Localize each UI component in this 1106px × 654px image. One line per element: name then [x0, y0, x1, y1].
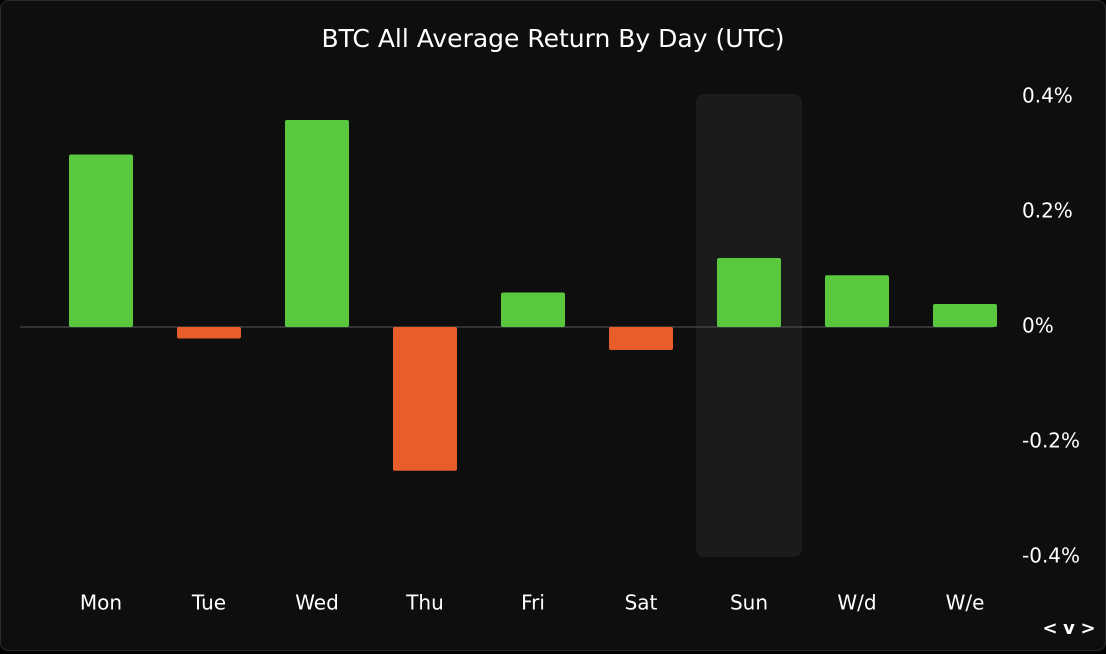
- bar: [69, 154, 133, 327]
- x-tick-label: Mon: [80, 591, 122, 615]
- nav-button[interactable]: >: [1080, 618, 1095, 639]
- x-tick-label: Wed: [295, 591, 339, 615]
- y-tick-label: 0.4%: [1022, 84, 1073, 108]
- nav-button[interactable]: v: [1063, 618, 1075, 639]
- x-tick-label: Sun: [730, 591, 768, 615]
- nav-button[interactable]: <: [1042, 618, 1057, 639]
- bar: [393, 327, 457, 471]
- bar: [933, 304, 997, 327]
- y-tick-label: -0.4%: [1022, 544, 1080, 568]
- bar: [609, 327, 673, 350]
- bar: [285, 120, 349, 327]
- x-tick-label: W/d: [837, 591, 876, 615]
- bar: [501, 292, 565, 327]
- y-tick-label: 0.2%: [1022, 199, 1073, 223]
- y-tick-label: 0%: [1022, 314, 1054, 338]
- x-tick-label: Tue: [191, 591, 226, 615]
- y-tick-label: -0.2%: [1022, 429, 1080, 453]
- bar: [717, 258, 781, 327]
- chart-title: BTC All Average Return By Day (UTC): [321, 24, 784, 53]
- bar: [825, 275, 889, 327]
- x-tick-label: W/e: [946, 591, 985, 615]
- bar: [177, 327, 241, 339]
- x-tick-label: Thu: [405, 591, 444, 615]
- x-tick-label: Fri: [521, 591, 545, 615]
- x-tick-label: Sat: [625, 591, 658, 615]
